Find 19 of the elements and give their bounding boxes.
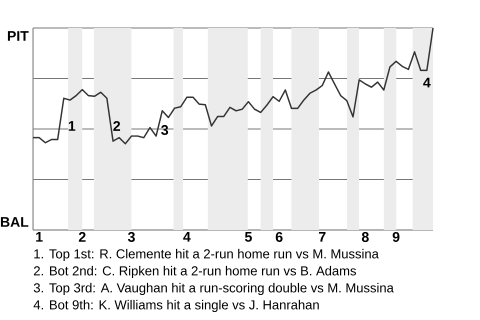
text: 4. Bot 9th: K. Williams hit a single vs J. Hanrahan — [34, 300, 319, 312]
text: 2. Bot 2nd: C. Ripken hit a 2-run home run vs B. Adams — [34, 266, 356, 278]
x-tick-label: 3 — [128, 232, 135, 242]
text: 3. Top 3rd: A. Vaughan hit a run-scoring double vs M. Mussina — [34, 282, 394, 296]
x-tick-label: 8 — [362, 232, 369, 242]
x-tick-label: 6 — [276, 232, 283, 242]
x-tick-label: 1 — [36, 232, 43, 242]
annotation: 1 — [68, 121, 76, 131]
x-tick-label: 7 — [318, 232, 326, 242]
text: BAL — [0, 217, 28, 227]
text: 1. Top 1st: R. Clemente hit a 2-run home run vs M. Mussina — [34, 248, 379, 262]
x-tick-label: 2 — [78, 232, 86, 242]
x-tick-label: 5 — [244, 232, 252, 242]
annotation: 2 — [113, 121, 120, 131]
annotation: 4 — [423, 78, 431, 88]
x-tick-label: 4 — [183, 232, 191, 242]
text: PIT — [8, 31, 29, 41]
annotation: 3 — [161, 125, 168, 135]
x-tick-label: 9 — [392, 232, 400, 242]
